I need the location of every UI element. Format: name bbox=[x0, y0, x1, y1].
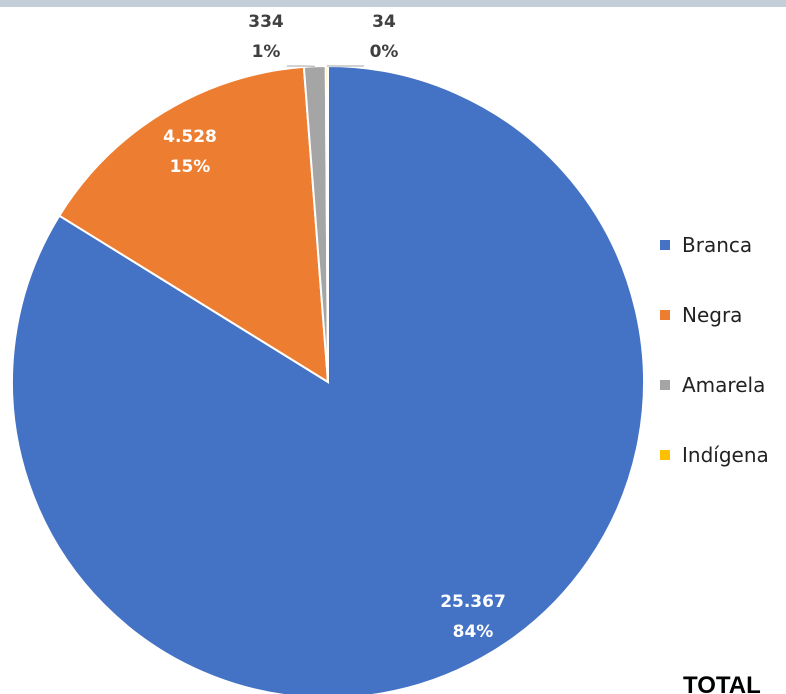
data-label-percent-indigena: 0% bbox=[370, 42, 399, 62]
data-label-value-indigena: 34 bbox=[372, 12, 396, 32]
legend-label-amarela: Amarela bbox=[682, 373, 765, 397]
data-label-value-negra: 4.528 bbox=[163, 127, 217, 147]
pie-slice-branca bbox=[11, 64, 645, 694]
legend-swatch-branca bbox=[660, 240, 670, 250]
legend-swatch-amarela bbox=[660, 380, 670, 390]
data-label-value-amarela: 334 bbox=[248, 12, 284, 32]
legend-swatch-negra bbox=[660, 310, 670, 320]
data-labels: 25.367 84% 4.528 15% 334 1% 34 0% bbox=[163, 12, 506, 642]
legend: Branca Negra Amarela Indígena bbox=[660, 233, 769, 467]
legend-label-negra: Negra bbox=[682, 303, 742, 327]
pie-slice-negra bbox=[57, 65, 330, 384]
pie-slices bbox=[11, 64, 645, 694]
data-label-percent-amarela: 1% bbox=[252, 42, 281, 62]
data-label-percent-branca: 84% bbox=[453, 622, 494, 642]
top-border-band bbox=[0, 0, 786, 7]
legend-swatch-indigena bbox=[660, 450, 670, 460]
data-label-value-branca: 25.367 bbox=[440, 592, 506, 612]
data-label-percent-negra: 15% bbox=[170, 157, 211, 177]
legend-label-branca: Branca bbox=[682, 233, 752, 257]
legend-label-indigena: Indígena bbox=[682, 443, 769, 467]
total-label: TOTAL bbox=[683, 672, 761, 694]
